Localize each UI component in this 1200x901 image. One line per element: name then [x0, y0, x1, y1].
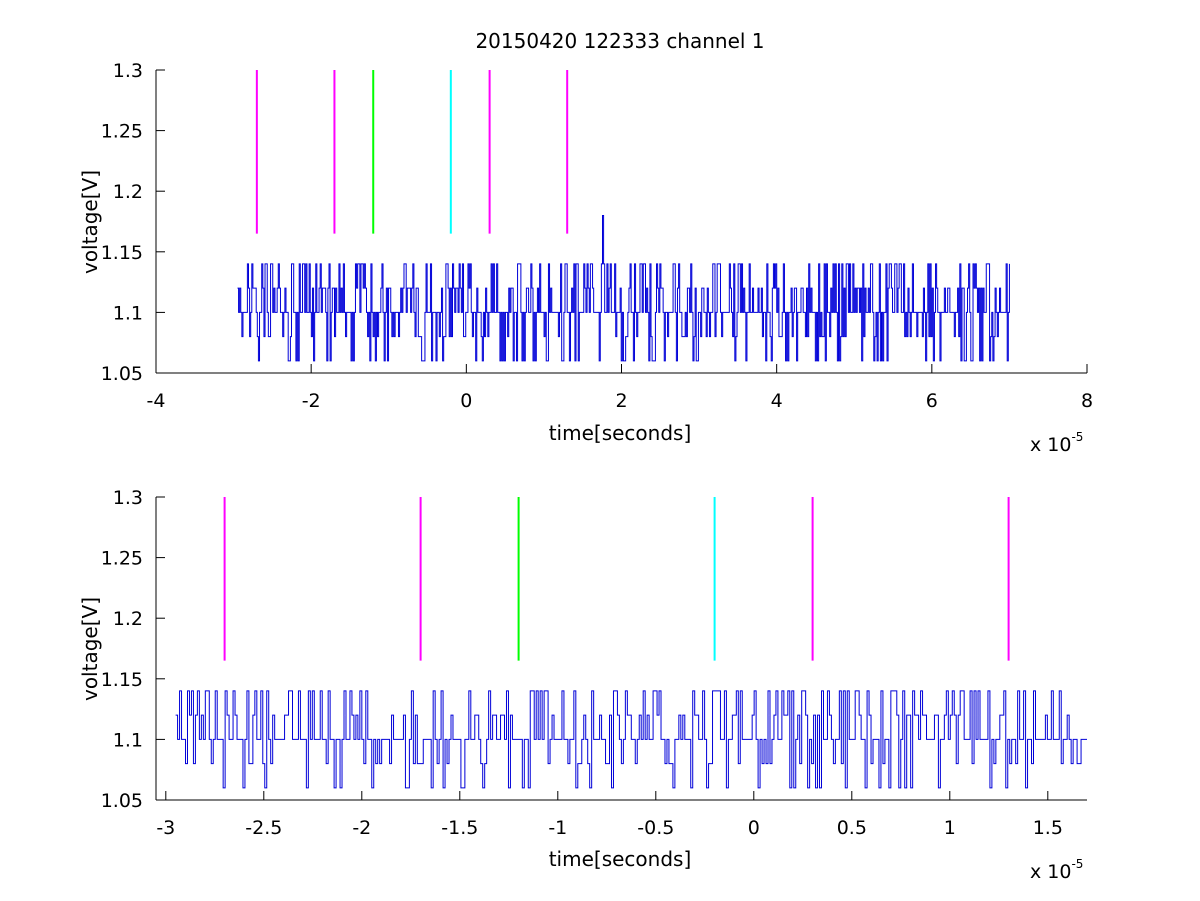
bottom-plot-series-line — [175, 690, 1087, 789]
bottom-plot-y-tick-label: 1.05 — [101, 790, 143, 812]
top-plot-y-tick-label: 1.3 — [113, 60, 143, 82]
bottom-plot-x-tick-label: -0.5 — [637, 817, 674, 839]
top-plot-ylabel: voltage[V] — [78, 170, 102, 274]
top-plot-ticks: -4 -2 0 2 4 6 8 1.05 1.1 1.15 1.2 1.25 1.3 — [101, 60, 1093, 412]
bottom-plot-y-tick-label: 1.1 — [113, 729, 143, 751]
top-plot-x-tick-label: -2 — [302, 390, 321, 412]
bottom-plot-ylabel: voltage[V] — [78, 597, 102, 701]
bottom-plot-x-tick-label: 0.5 — [837, 817, 867, 839]
bottom-plot-xlabel: time[seconds] — [549, 847, 692, 871]
top-plot-x-tick-label: 2 — [615, 390, 627, 412]
bottom-plot-y-tick-label: 1.15 — [101, 669, 143, 691]
bottom-plot-x-tick-label: 1 — [944, 817, 956, 839]
top-plot-x-tick-label: -4 — [147, 390, 166, 412]
bottom-plot-axes — [155, 497, 1087, 801]
top-plot-markers — [255, 70, 569, 234]
bottom-plot-trace — [175, 690, 1087, 789]
top-plot-y-tick-label: 1.05 — [101, 363, 143, 385]
bottom-plot: -3 -2.5 -2 -1.5 -1 -0.5 0 0.5 1 1.5 1.05 1.1 1.15 1.2… — [78, 487, 1087, 883]
top-plot-x-tick-label: 4 — [771, 390, 783, 412]
top-plot-y-tick-label: 1.15 — [101, 242, 143, 264]
top-plot: -4 -2 0 2 4 6 8 1.05 1.1 1.15 1.2 1.25 1.3 time[seco… — [78, 60, 1093, 456]
figure-title: 20150420 122333 channel 1 — [475, 29, 764, 53]
top-plot-xlabel: time[seconds] — [549, 421, 692, 445]
top-plot-x-tick-label: 8 — [1081, 390, 1093, 412]
bottom-plot-y-tick-label: 1.25 — [101, 548, 143, 570]
bottom-plot-x-tick-label: -2.5 — [245, 817, 282, 839]
top-plot-x-multiplier: x 10-5 — [1030, 430, 1083, 456]
bottom-plot-markers — [223, 497, 1010, 661]
top-plot-trace — [237, 214, 1010, 362]
top-plot-x-tick-label: 6 — [926, 390, 938, 412]
bottom-plot-x-tick-label: 1.5 — [1033, 817, 1063, 839]
bottom-plot-x-tick-label: -3 — [156, 817, 175, 839]
top-plot-x-tick-label: 0 — [460, 390, 472, 412]
bottom-plot-y-tick-label: 1.3 — [113, 487, 143, 509]
bottom-plot-y-tick-label: 1.2 — [113, 608, 143, 630]
bottom-plot-ticks: -3 -2.5 -2 -1.5 -1 -0.5 0 0.5 1 1.5 1.05 1.1 1.15 1.2… — [101, 487, 1063, 839]
bottom-plot-x-tick-label: -2 — [352, 817, 371, 839]
top-plot-y-tick-label: 1.2 — [113, 181, 143, 203]
top-plot-series-line — [237, 214, 1010, 362]
bottom-plot-x-multiplier: x 10-5 — [1030, 857, 1083, 883]
bottom-plot-x-tick-label: -1 — [548, 817, 567, 839]
bottom-plot-x-tick-label: 0 — [748, 817, 760, 839]
top-plot-y-tick-label: 1.1 — [113, 302, 143, 324]
top-plot-y-tick-label: 1.25 — [101, 121, 143, 143]
bottom-plot-x-tick-label: -1.5 — [441, 817, 478, 839]
